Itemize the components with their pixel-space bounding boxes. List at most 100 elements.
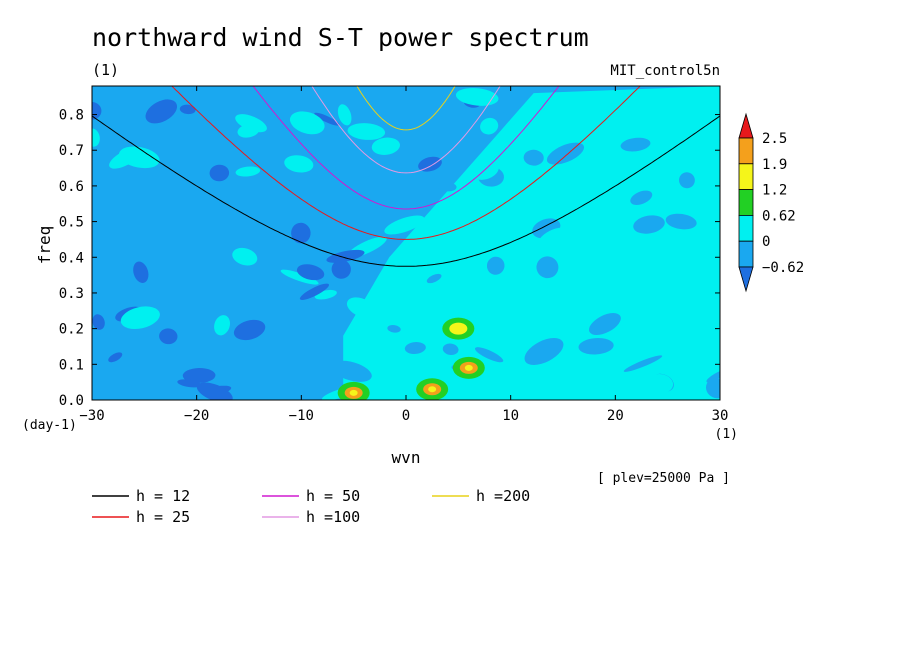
field-blob	[418, 156, 442, 172]
field-blob	[530, 288, 548, 308]
field-blob	[657, 172, 687, 196]
field-blob	[630, 190, 653, 205]
field-blob	[491, 188, 528, 215]
field-blob	[502, 249, 541, 258]
field-blob	[314, 112, 340, 126]
field-blob	[620, 137, 651, 152]
field-blob	[672, 267, 693, 284]
field-blob	[523, 149, 544, 166]
legend-label: h = 50	[306, 487, 360, 505]
field-blob	[159, 328, 178, 345]
field-blob	[331, 360, 372, 382]
field-blob	[582, 174, 621, 197]
field-blob	[299, 283, 330, 300]
field-blob	[537, 227, 570, 250]
curve-h-25	[171, 86, 641, 240]
colorbar: 2.5 1.9 1.2 0.62 0 −0.62	[738, 112, 804, 293]
field-blob	[177, 379, 202, 388]
x-tick-label: −30	[79, 408, 104, 424]
y-tick-label: 0.8	[59, 108, 84, 124]
field-blob	[331, 259, 351, 279]
legend-label: h =200	[476, 487, 530, 505]
curve-h-12	[92, 115, 720, 267]
field-blob	[235, 166, 261, 177]
y-axis: 0.0 0.1 0.2 0.3 0.4 0.5 0.6 0.7 0.8	[59, 108, 720, 409]
field-blob	[182, 368, 216, 383]
hotspot-center	[464, 364, 473, 371]
plot-area	[91, 85, 721, 401]
x-tick-label: 0	[402, 408, 410, 424]
field-blob	[625, 120, 668, 139]
field-blob	[118, 146, 160, 169]
positive-region	[343, 86, 720, 400]
field-blob	[232, 247, 258, 266]
y-axis-title: freq	[35, 226, 54, 265]
y-axis-unit: (day-1)	[22, 418, 77, 433]
field-blob	[337, 104, 352, 126]
field-blob	[583, 357, 612, 377]
field-blob	[442, 343, 459, 356]
field-blob	[235, 114, 267, 133]
field-blob	[371, 137, 400, 155]
colorbar-label: 2.5	[762, 131, 787, 147]
hotspot-center	[428, 386, 437, 393]
field-blob	[585, 247, 623, 260]
chart-title: northward wind S-T power spectrum	[92, 23, 589, 52]
y-tick-label: 0.2	[59, 322, 84, 338]
colorbar-label: 1.2	[762, 183, 787, 199]
y-tick-label: 0.5	[59, 215, 84, 231]
field-blob	[623, 355, 663, 372]
colorbar-label: 0.62	[762, 208, 796, 224]
y-tick-label: 0.1	[59, 357, 84, 373]
field-blob	[120, 306, 160, 330]
field-blob	[426, 273, 442, 284]
x-tick-label: 30	[712, 408, 729, 424]
y-tick-label: 0.0	[59, 393, 84, 409]
colorbar-band	[738, 163, 754, 191]
dataset-label: MIT_control5n	[610, 63, 720, 79]
legend-label: h =100	[306, 508, 360, 526]
hotspot-core	[449, 322, 468, 335]
curve-h-50	[252, 86, 560, 210]
field-blob	[358, 340, 387, 356]
field-blob	[561, 280, 574, 292]
field-blob	[291, 222, 311, 244]
field-blob	[179, 104, 196, 115]
field-blob	[633, 215, 665, 234]
field-blob	[296, 264, 325, 281]
colorbar-top-arrow	[738, 112, 754, 139]
y-tick-label: 0.4	[59, 250, 84, 266]
x-axis: −30 −20 −10 0 10 20 30	[79, 86, 728, 424]
colorbar-label: 0	[762, 234, 770, 250]
field-blob	[326, 249, 365, 263]
field-blob	[346, 297, 376, 318]
hotspot-center	[349, 389, 358, 396]
level-note: [ plev=25000 Pa ]	[597, 471, 730, 486]
field-blob	[347, 123, 386, 140]
field-blob	[145, 99, 178, 124]
field-blob	[486, 256, 505, 275]
colorbar-band	[738, 189, 754, 216]
field-blob	[679, 381, 709, 400]
colorbar-label: −0.62	[762, 260, 804, 276]
y-tick-label: 0.6	[59, 179, 84, 195]
field-blob	[196, 382, 233, 400]
field-blob	[280, 269, 319, 285]
legend-label: h = 25	[136, 508, 190, 526]
y-tick-label: 0.7	[59, 143, 84, 159]
field-blob	[437, 181, 457, 192]
colorbar-label: 1.9	[762, 157, 787, 173]
field-blob	[524, 337, 564, 365]
y-tick-label: 0.3	[59, 286, 84, 302]
x-axis-unit: (1)	[715, 427, 738, 442]
field-blob	[480, 117, 499, 135]
field-blob	[593, 208, 610, 221]
field-blob	[589, 313, 621, 335]
field-blob	[474, 347, 504, 363]
x-tick-label: −20	[184, 408, 209, 424]
colorbar-band	[738, 214, 754, 242]
field-blob	[455, 87, 499, 106]
field-blob	[284, 155, 314, 173]
field-blob	[214, 315, 230, 336]
field-blob	[585, 135, 628, 155]
